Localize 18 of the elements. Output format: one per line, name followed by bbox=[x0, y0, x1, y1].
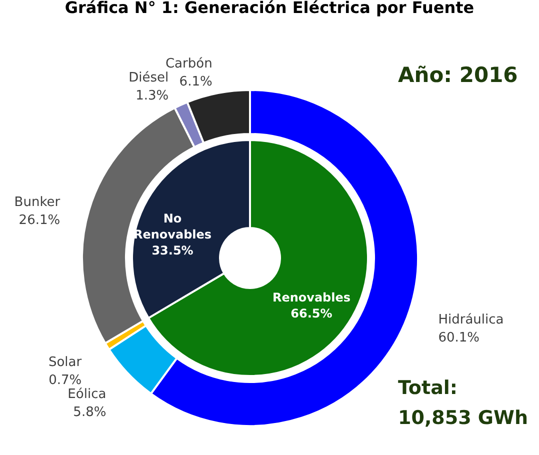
chart-title: Gráfica N° 1: Generación Eléctrica por Fuente bbox=[64, 0, 474, 17]
text: Total: 10,853 GWh bbox=[398, 377, 528, 429]
data-label: 33.5% bbox=[152, 243, 194, 258]
data-label: 5.8% bbox=[73, 405, 106, 420]
slice-label: Bunker bbox=[14, 194, 61, 210]
data-label: 66.5% bbox=[290, 306, 332, 321]
data-label: 6.1% bbox=[179, 74, 212, 90]
data-label: 1.3% bbox=[136, 88, 169, 104]
data-label: 26.1% bbox=[18, 212, 60, 228]
slice-label: Renovables bbox=[272, 290, 351, 305]
slice-label: Hidráulica bbox=[438, 312, 504, 328]
slice-label: Eólica bbox=[68, 387, 106, 402]
slice-label: Carbón bbox=[165, 56, 212, 72]
data-label: 60.1% bbox=[438, 330, 480, 346]
slice-label: Solar bbox=[48, 355, 82, 370]
slice-label: Diésel bbox=[128, 70, 169, 86]
data-label: 0.7% bbox=[48, 373, 82, 388]
text: Año: 2016 bbox=[398, 63, 518, 87]
